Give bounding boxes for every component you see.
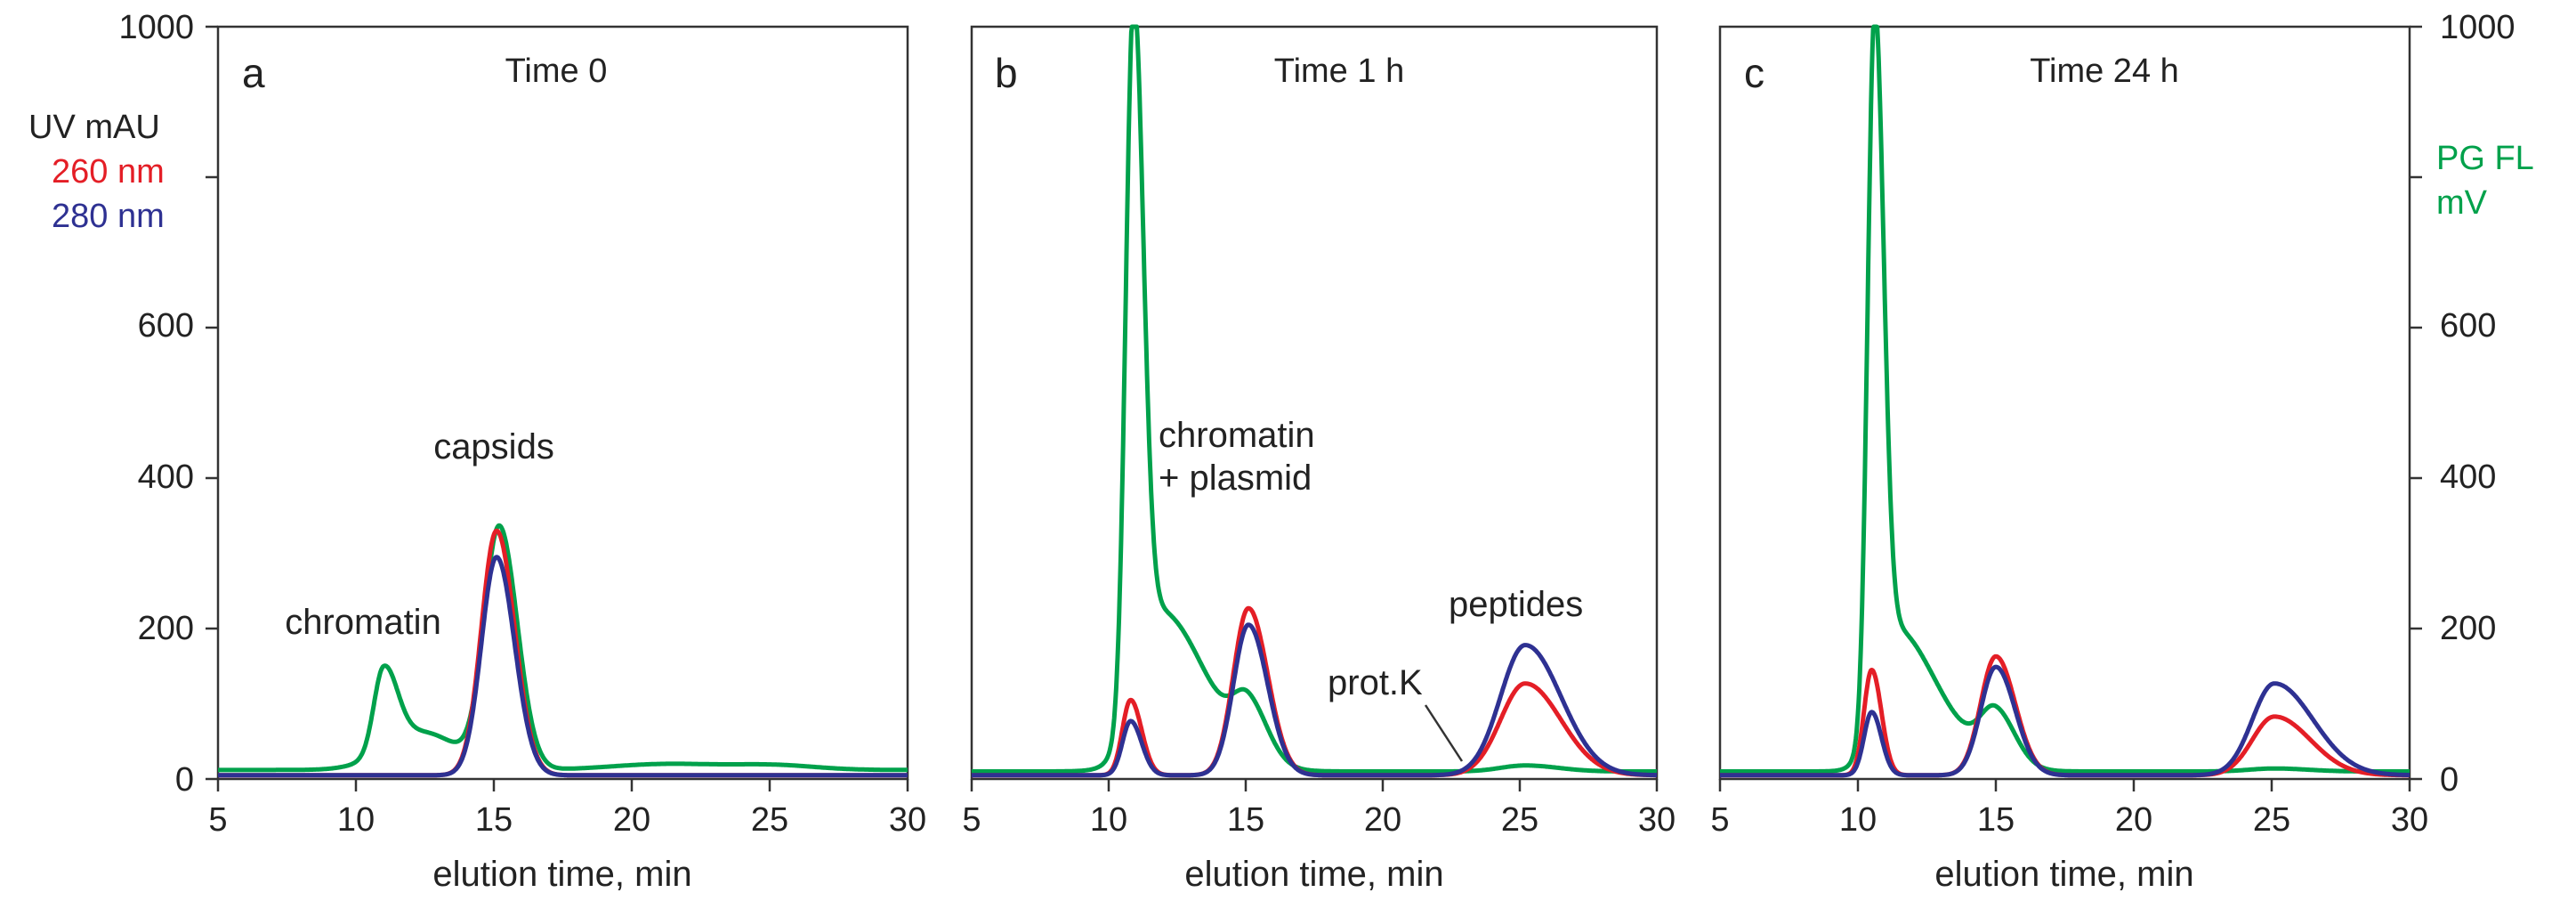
left-tick-0: 0 [175,761,194,799]
annotation-chromatin: chromatin [285,603,441,642]
left-tick-1000: 1000 [118,9,194,46]
left-axis-title: UV mAU [28,109,160,146]
x-tick-label: 15 [1227,801,1264,839]
x-tick-label: 15 [1977,801,2015,839]
x-tick-label: 10 [1839,801,1877,839]
annotation-protk-pointer [1424,704,1464,762]
panel-b: b Time 1 h elution time, min chromatin +… [962,24,1676,894]
x-tick-label: 20 [613,801,650,839]
x-tick-label: 30 [1638,801,1676,839]
panel-b-x-ticks: 5 10 15 20 25 30 [962,779,1676,839]
panel-b-frame [970,25,1659,781]
x-tick-label: 25 [1501,801,1538,839]
right-axis-title-line1: PG FL [2436,140,2534,177]
panel-b-letter: b [995,50,1018,96]
annotation-plasmid: + plasmid [1159,458,1312,498]
panel-c-curves [1718,24,2411,778]
x-tick-label: 25 [2253,801,2290,839]
panel-a-frame [216,25,909,781]
right-tick-200: 200 [2440,610,2496,647]
series-260-nm-line [970,605,1659,778]
panel-b-curves [970,24,1659,778]
panel-a: a Time 0 elution time, min capsids chrom… [208,25,926,894]
series-pg-fl-line [1718,24,2411,774]
x-tick-label: 10 [1090,801,1127,839]
series-280-nm-line [1718,664,2411,778]
series-280-nm-line [970,622,1659,778]
x-tick-label: 30 [2391,801,2428,839]
right-axis-title-line2: mV [2436,184,2488,222]
annotation-capsids: capsids [433,427,554,467]
panel-b-title: Time 1 h [1274,53,1404,90]
legend-260nm: 260 nm [52,153,165,191]
left-tick-600: 600 [138,307,194,345]
panel-c: c Time 24 h elution time, min 5 10 15 20 25 3… [1710,24,2428,894]
series-pg-fl-line [216,523,909,773]
panel-a-letter: a [242,50,265,96]
panel-c-frame [1718,25,2411,781]
panel-c-xlabel: elution time, min [1934,855,2193,894]
right-tick-400: 400 [2440,458,2496,496]
x-tick-label: 5 [1710,801,1729,839]
y-tick-marks [206,25,2422,781]
panel-c-title: Time 24 h [2030,53,2179,90]
series-260-nm-line [216,528,909,778]
right-tick-1000: 1000 [2440,9,2515,46]
panel-a-title: Time 0 [505,53,608,90]
panel-a-xlabel: elution time, min [432,855,691,894]
right-tick-0: 0 [2440,761,2459,799]
legend-280nm: 280 nm [52,198,165,235]
panel-a-curves [216,523,909,778]
annotation-peptides: peptides [1449,585,1583,624]
x-tick-label: 10 [337,801,375,839]
panel-c-letter: c [1744,50,1764,96]
annotation-chromatin-b: chromatin [1159,416,1315,455]
x-tick-label: 25 [751,801,788,839]
x-tick-label: 20 [1364,801,1401,839]
series-pg-fl-line [970,24,1659,774]
series-260-nm-line [1718,653,2411,778]
series-280-nm-line [216,555,909,778]
x-tick-label: 20 [2115,801,2152,839]
annotation-protk: prot.K [1328,663,1423,702]
panel-a-x-ticks: 5 10 15 20 25 30 [208,779,926,839]
right-axis-ticks: 0 200 400 600 1000 [2440,9,2515,799]
left-tick-400: 400 [138,458,194,496]
panel-b-xlabel: elution time, min [1184,855,1443,894]
x-tick-label: 30 [889,801,926,839]
x-tick-label: 5 [962,801,981,839]
x-tick-label: 5 [208,801,227,839]
right-tick-600: 600 [2440,307,2496,345]
panel-c-x-ticks: 5 10 15 20 25 30 [1710,779,2428,839]
x-tick-label: 15 [475,801,513,839]
left-axis-ticks: 0 200 400 600 1000 [118,9,194,799]
left-tick-200: 200 [138,610,194,647]
